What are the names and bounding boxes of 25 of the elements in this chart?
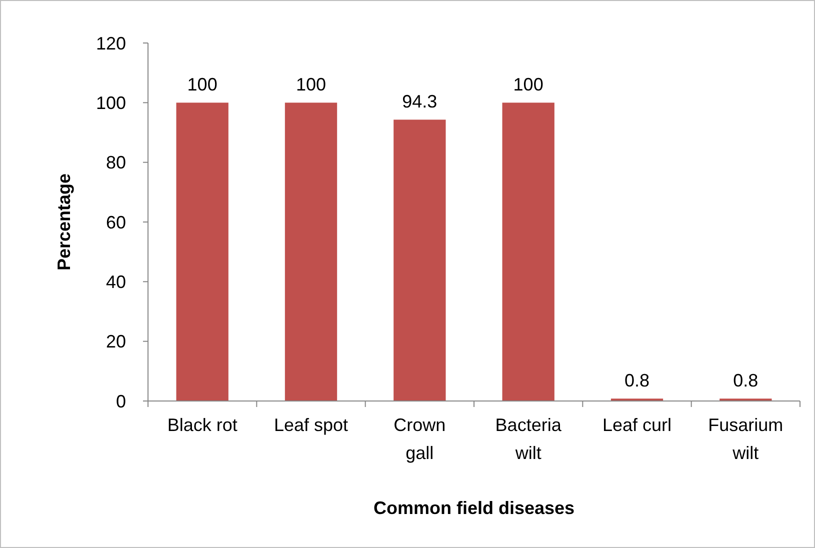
y-tick-label: 60 — [106, 212, 126, 232]
data-label: 100 — [187, 74, 218, 95]
x-tick-label: Bacteria wilt — [495, 415, 562, 463]
data-label: 100 — [296, 74, 326, 95]
bar — [284, 102, 338, 401]
y-axis-title: Percentage — [54, 173, 74, 271]
data-label: 100 — [513, 74, 544, 95]
y-tick-label: 0 — [116, 391, 126, 412]
y-tick-label: 20 — [106, 332, 126, 352]
x-tick-label: Leaf spot — [274, 415, 348, 435]
bar — [502, 102, 554, 401]
data-label: 0.8 — [733, 370, 758, 391]
bar — [394, 120, 446, 401]
y-tick-label: 40 — [106, 272, 126, 292]
x-tick-label: Leaf curl — [602, 415, 672, 435]
x-tick-label: Black rot — [167, 415, 238, 435]
data-label: 0.8 — [624, 370, 650, 391]
x-axis-title: Common field diseases — [373, 498, 575, 518]
x-tick-label: Fusarium wilt — [708, 415, 784, 463]
y-tick-label: 100 — [96, 92, 126, 113]
y-tick-label: 80 — [106, 152, 126, 173]
bar — [176, 102, 228, 401]
data-label: 94.3 — [402, 92, 438, 112]
y-tick-label: 120 — [96, 33, 126, 54]
x-tick-label: Crown gall — [394, 415, 446, 463]
